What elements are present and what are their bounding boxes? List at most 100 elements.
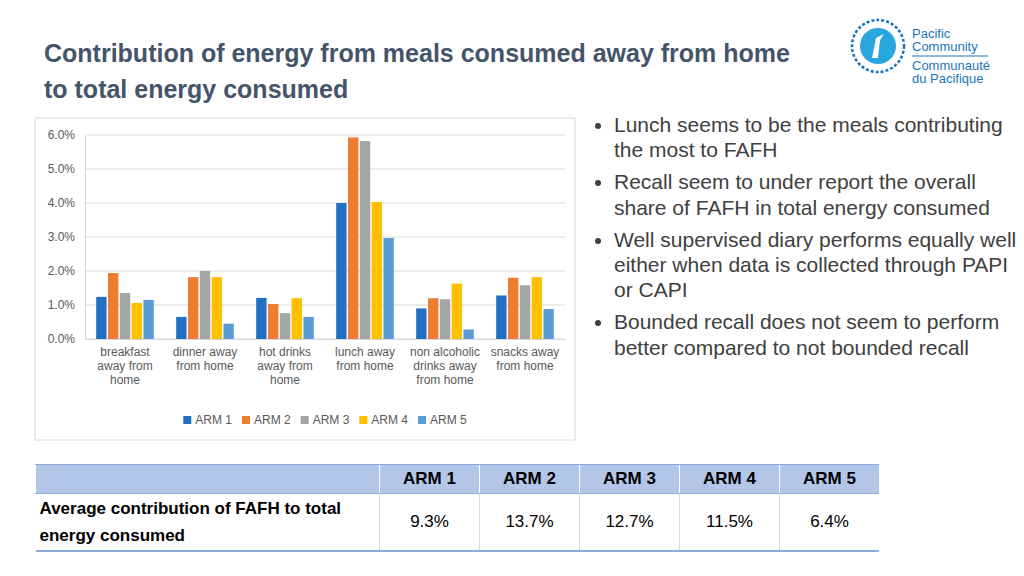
x-tick-label-line: from home [336, 359, 394, 373]
legend-label: ARM 5 [430, 413, 467, 427]
y-tick-label: 0.0% [48, 332, 76, 346]
bar [108, 273, 118, 339]
x-tick-label-line: drinks away [413, 359, 476, 373]
bar [188, 277, 198, 339]
bullet-list: Lunch seems to be the meals contributing… [594, 112, 1019, 367]
x-tick: lunch awayfrom home [335, 339, 395, 373]
category-group [176, 271, 234, 339]
bar [496, 295, 506, 339]
category-group [336, 137, 394, 339]
y-axis-line [85, 136, 86, 340]
x-tick-label-line: home [270, 373, 300, 387]
table-body: Average contribution of FAFH to total en… [36, 494, 880, 552]
y-tick-label: 1.0% [48, 298, 76, 312]
x-tick-label-line: breakfast [100, 345, 150, 359]
chart-frame [35, 118, 575, 440]
legend-item: ARM 5 [418, 413, 467, 427]
table-cell: 12.7% [580, 494, 680, 552]
x-tick: hot drinksaway fromhome [257, 339, 312, 387]
title: Contribution of energy from meals consum… [44, 39, 790, 103]
x-tick: snacks awayfrom home [491, 339, 560, 373]
bullet: Recall seem to under report the overall … [614, 169, 1019, 219]
bullet: Well supervised diary performs equally w… [614, 227, 1019, 303]
legend-swatch [183, 416, 191, 424]
bar [132, 303, 142, 339]
bar [212, 277, 222, 339]
bullet: Lunch seems to be the meals contributing… [614, 112, 1019, 162]
y-tick-label: 4.0% [48, 196, 76, 210]
y-tick: 1.0% [48, 298, 85, 312]
table-cell: 11.5% [680, 494, 780, 552]
bars [96, 137, 554, 339]
x-tick-label: breakfastaway fromhome [97, 345, 152, 388]
legend-item: ARM 2 [242, 413, 291, 427]
category-group [96, 273, 154, 339]
bar [200, 271, 210, 339]
table-cell: 13.7% [480, 494, 580, 552]
logo-disc [860, 28, 896, 64]
legend-label: ARM 2 [254, 413, 291, 427]
grid [85, 135, 565, 339]
x-tick-label: lunch awayfrom home [335, 345, 395, 373]
category-group [416, 284, 474, 339]
table-row: Average contribution of FAFH to total en… [36, 494, 880, 552]
title-line: Contribution of energy from meals consum… [44, 39, 790, 67]
bar [463, 329, 473, 339]
y-tick-label: 2.0% [48, 264, 76, 278]
table-header-cell: ARM 2 [480, 465, 580, 494]
grid-line [85, 237, 565, 238]
logo-text: Community [912, 39, 978, 54]
grid-line [85, 305, 565, 306]
bar [372, 202, 382, 339]
logo-divider [912, 56, 988, 57]
legend-item: ARM 1 [183, 413, 232, 427]
bar [360, 141, 370, 339]
bar [292, 298, 302, 339]
x-tick-label-line: hot drinks [259, 345, 311, 359]
y-tick: 5.0% [48, 162, 85, 176]
y-tick-label: 6.0% [48, 128, 76, 142]
x-tick-label-line: non alcoholic [410, 345, 480, 359]
table-header-cell: ARM 5 [780, 465, 880, 494]
bar [532, 277, 542, 339]
x-tick: non alcoholicdrinks awayfrom home [410, 339, 480, 387]
logo-palm [872, 34, 884, 58]
table-header-row: ARM 1ARM 2ARM 3ARM 4ARM 5 [36, 465, 880, 494]
logo-ring [852, 20, 904, 72]
grid-line [85, 169, 565, 170]
legend-swatch [418, 416, 426, 424]
x-tick-label-line: away from [257, 359, 312, 373]
legend: ARM 1ARM 2ARM 3ARM 4ARM 5 [183, 413, 467, 427]
x-tick-label-line: snacks away [491, 345, 560, 359]
y-tick: 3.0% [48, 230, 85, 244]
bar [268, 304, 278, 339]
grid-line [85, 339, 565, 340]
grid-line [85, 135, 565, 136]
y-tick-label: 3.0% [48, 230, 76, 244]
bar [452, 284, 462, 339]
table-row-label: Average contribution of FAFH to total en… [36, 494, 380, 552]
table-header-cell: ARM 4 [680, 465, 780, 494]
legend-item: ARM 4 [359, 413, 408, 427]
grid-line [85, 203, 565, 204]
x-tick-label-line: away from [97, 359, 152, 373]
y-tick: 0.0% [48, 332, 85, 346]
y-tick: 6.0% [48, 128, 85, 142]
y-tick: 4.0% [48, 196, 85, 210]
x-tick-label-line: dinner away [173, 345, 238, 359]
bullet: Bounded recall does not seem to perform … [614, 309, 1019, 359]
bar [508, 278, 518, 339]
category-group [256, 298, 314, 339]
x-tick-label-line: from home [176, 359, 234, 373]
x-tick-label: non alcoholicdrinks awayfrom home [410, 345, 480, 388]
category-group [496, 277, 554, 339]
table-cell: 9.3% [380, 494, 480, 552]
bar [336, 203, 346, 339]
table-header-cell: ARM 1 [380, 465, 480, 494]
legend-label: ARM 1 [195, 413, 232, 427]
bar [256, 298, 266, 339]
table-head: ARM 1ARM 2ARM 3ARM 4ARM 5 [36, 465, 880, 494]
bar [96, 297, 106, 339]
legend-swatch [359, 416, 367, 424]
x-tick-label-line: lunch away [335, 345, 395, 359]
